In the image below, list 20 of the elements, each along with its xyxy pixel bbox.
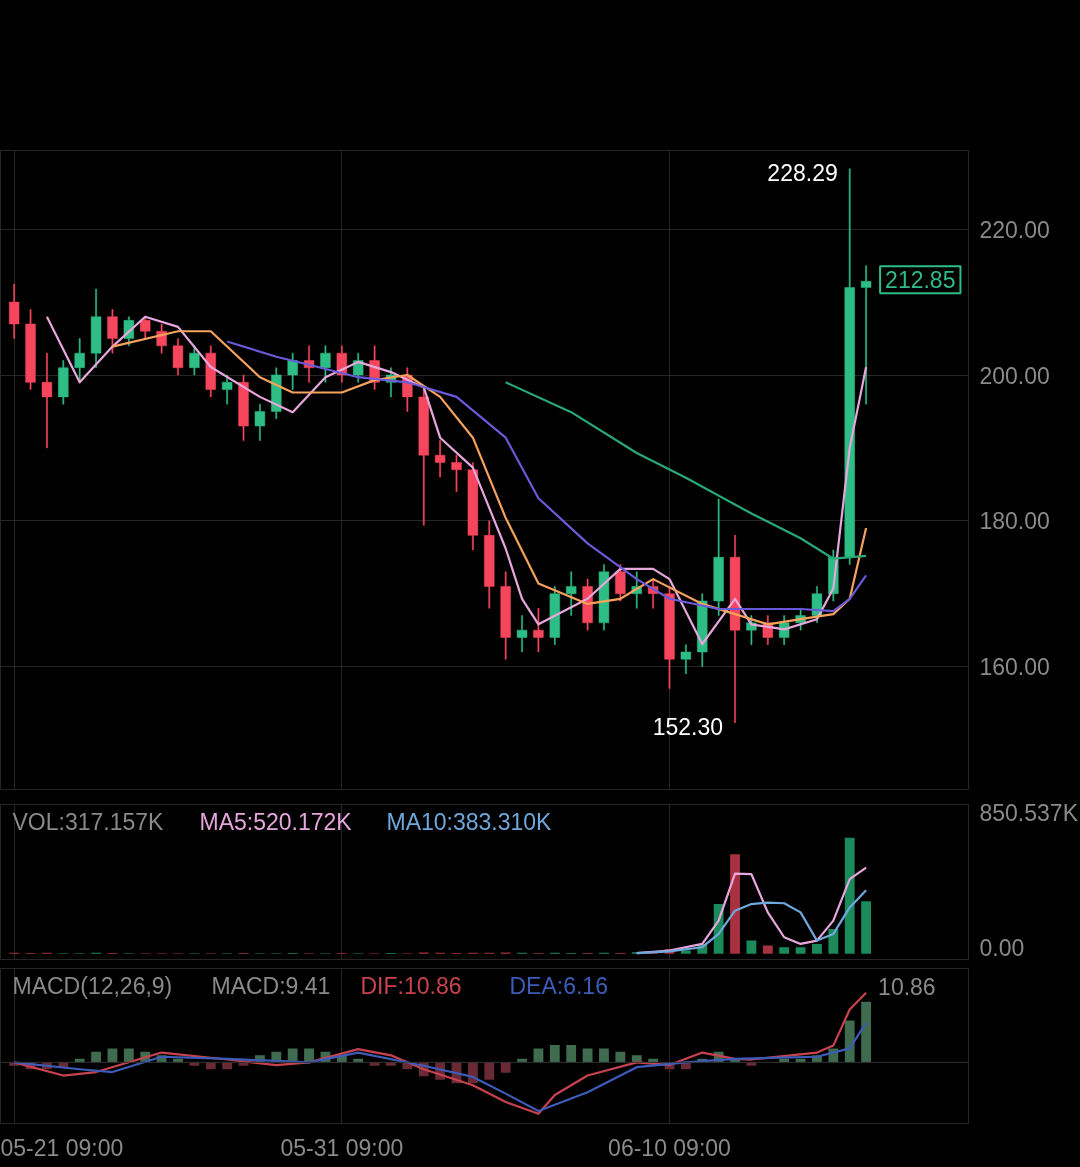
annotation: 152.30 xyxy=(652,713,724,740)
annotation: VOL:317.157K xyxy=(12,808,165,835)
y-tick-label: 850.537K xyxy=(979,799,1079,826)
y-tick-label: 220.00 xyxy=(979,216,1050,243)
y-tick-label: 200.00 xyxy=(979,362,1050,389)
annotation: 228.29 xyxy=(767,159,838,186)
y-tick-label: 180.00 xyxy=(979,508,1050,535)
x-tick-label: 06-10 09:00 xyxy=(608,1134,731,1161)
annotation: 212.85 xyxy=(885,267,956,294)
x-tick-label: 05-21 09:00 xyxy=(0,1134,124,1161)
annotation: MACD(12,26,9) xyxy=(12,972,173,999)
annotation: MACD:9.41 xyxy=(211,972,331,999)
y-tick-label: 0.00 xyxy=(979,934,1025,961)
text: DIF:10.86 xyxy=(360,972,462,999)
annotation: 10.86 xyxy=(878,973,936,1000)
y-tick-label: 160.00 xyxy=(979,654,1050,681)
text: DEA:6.16 xyxy=(509,972,608,999)
x-tick-label: 05-31 09:00 xyxy=(280,1134,404,1161)
text: MA10:383.310K xyxy=(386,808,553,835)
text: MA5:520.172K xyxy=(199,808,353,835)
